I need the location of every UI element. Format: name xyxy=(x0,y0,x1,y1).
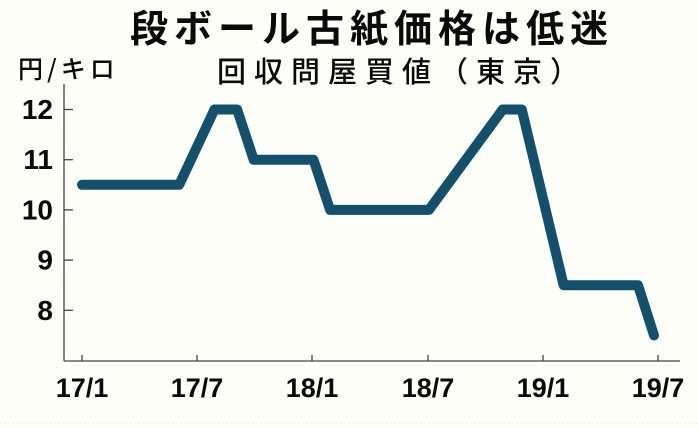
svg-text:11: 11 xyxy=(23,144,53,175)
svg-text:10: 10 xyxy=(22,194,53,225)
svg-text:12: 12 xyxy=(22,94,53,125)
svg-text:19/7: 19/7 xyxy=(632,373,685,403)
svg-text:17/7: 17/7 xyxy=(171,373,224,403)
svg-text:19/1: 19/1 xyxy=(517,373,570,403)
svg-text:18/1: 18/1 xyxy=(286,373,339,403)
svg-text:17/1: 17/1 xyxy=(56,373,109,403)
svg-text:9: 9 xyxy=(37,245,53,276)
svg-text:18/7: 18/7 xyxy=(402,373,455,403)
svg-text:8: 8 xyxy=(37,295,53,326)
